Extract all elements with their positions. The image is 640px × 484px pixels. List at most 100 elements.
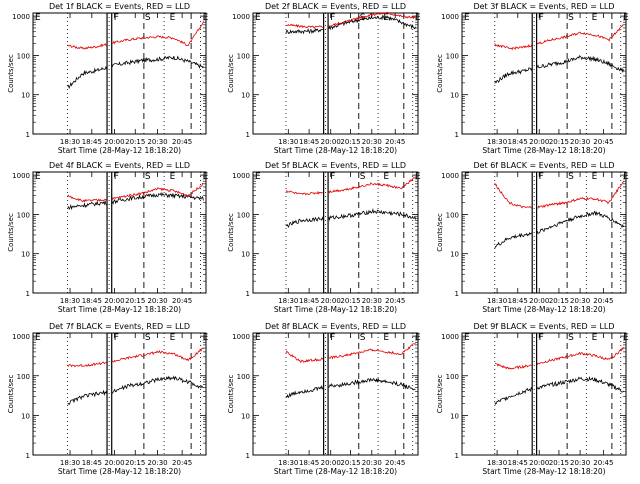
x-tick-label: 20:15 — [340, 138, 360, 146]
y-axis-label: Counts/sec — [436, 213, 444, 252]
y-tick-label: 100 — [17, 211, 30, 219]
panel-title: Det 2f BLACK = Events, RED = LLD — [265, 2, 406, 11]
y-axis-label: Counts/sec — [227, 375, 235, 414]
y-tick-label: 1 — [246, 131, 250, 139]
y-tick-label: 100 — [237, 373, 250, 381]
x-tick-label: 20:45 — [385, 297, 405, 305]
event-marker-label: E — [170, 13, 176, 23]
event-marker-label: E — [464, 13, 470, 23]
panel-title: Det 5f BLACK = Events, RED = LLD — [265, 161, 406, 170]
event-marker-label: F — [114, 13, 119, 23]
panel-title: Det 9f BLACK = Events, RED = LLD — [473, 322, 614, 331]
detector-panel: Det 8f BLACK = Events, RED = LLD 1 10 100 10… — [227, 322, 421, 476]
x-tick-label: 18:30 — [487, 138, 507, 146]
panel-title: Det 4f BLACK = Events, RED = LLD — [49, 161, 190, 170]
detector-panel: Det 3f BLACK = Events, RED = LLD 1 10 100 10… — [436, 2, 629, 155]
x-axis-label: Start Time (28-May-12 18:18:20) — [482, 467, 605, 476]
y-tick-label: 100 — [446, 373, 459, 381]
plot-frame — [32, 171, 207, 294]
x-axis-label: Start Time (28-May-12 18:18:20) — [482, 146, 605, 155]
lld-series-line — [285, 176, 416, 196]
y-tick-label: 100 — [446, 211, 459, 219]
plot-frame — [32, 12, 207, 135]
event-marker-label: E — [255, 13, 261, 23]
x-tick-label: 20:00 — [529, 138, 549, 146]
events-series-line — [67, 375, 204, 406]
y-tick-label: 10 — [21, 251, 30, 259]
event-marker-label: E — [415, 333, 421, 343]
panel-title: Det 8f BLACK = Events, RED = LLD — [265, 322, 406, 331]
event-marker-label: S — [568, 333, 574, 343]
x-axis-label: Start Time (28-May-12 18:18:20) — [58, 467, 181, 476]
y-tick-label: 1 — [26, 290, 30, 298]
y-tick-label: 10 — [21, 412, 30, 420]
x-tick-label: 18:45 — [82, 459, 102, 467]
x-axis-label: Start Time (28-May-12 18:18:20) — [58, 146, 181, 155]
event-marker-label: E — [464, 333, 470, 343]
x-tick-label: 20:15 — [125, 138, 145, 146]
x-tick-label: 20:30 — [570, 138, 590, 146]
y-axis-label: Counts/sec — [227, 213, 235, 252]
x-tick-label: 20:15 — [549, 459, 569, 467]
event-marker-label: F — [539, 333, 544, 343]
y-tick-label: 1000 — [441, 333, 459, 341]
y-tick-label: 10 — [241, 92, 250, 100]
y-tick-label: 1000 — [12, 172, 30, 180]
y-tick-label: 100 — [17, 52, 30, 60]
event-marker-label: E — [203, 333, 209, 343]
x-axis-label: Start Time (28-May-12 18:18:20) — [482, 305, 605, 314]
x-tick-label: 20:30 — [147, 459, 167, 467]
x-tick-label: 18:45 — [82, 138, 102, 146]
panel-title: Det 7f BLACK = Events, RED = LLD — [49, 322, 190, 331]
event-marker-label: F — [114, 172, 119, 182]
event-marker-label: E — [623, 333, 629, 343]
lld-series-line — [285, 343, 416, 363]
x-tick-label: 20:15 — [340, 459, 360, 467]
x-tick-label: 18:30 — [487, 459, 507, 467]
event-marker-label: E — [255, 172, 261, 182]
x-tick-label: 20:45 — [172, 297, 192, 305]
event-marker-label: S — [145, 172, 151, 182]
plot-frame — [252, 171, 419, 294]
event-marker-label: S — [360, 333, 366, 343]
x-tick-label: 20:30 — [147, 138, 167, 146]
events-series-line — [285, 377, 416, 399]
detector-panel: Det 1f BLACK = Events, RED = LLD 1 10 100 10… — [7, 2, 209, 155]
y-tick-label: 10 — [241, 251, 250, 259]
x-tick-label: 20:45 — [593, 138, 613, 146]
event-marker-label: S — [145, 333, 151, 343]
plot-frame — [461, 12, 627, 135]
y-tick-label: 100 — [237, 211, 250, 219]
x-tick-label: 20:00 — [529, 297, 549, 305]
x-tick-label: 20:30 — [147, 297, 167, 305]
event-marker-label: F — [330, 172, 335, 182]
events-series-line — [494, 54, 624, 84]
x-axis-label: Start Time (28-May-12 18:18:20) — [274, 467, 397, 476]
x-tick-label: 20:00 — [104, 138, 124, 146]
x-tick-label: 20:30 — [570, 459, 590, 467]
x-tick-label: 18:30 — [60, 459, 80, 467]
x-tick-label: 20:15 — [340, 297, 360, 305]
x-tick-label: 20:30 — [362, 297, 382, 305]
x-tick-label: 18:45 — [508, 459, 528, 467]
x-axis-label: Start Time (28-May-12 18:18:20) — [274, 146, 397, 155]
event-marker-label: E — [623, 13, 629, 23]
event-marker-label: E — [170, 333, 176, 343]
event-marker-label: S — [568, 172, 574, 182]
x-tick-label: 20:30 — [570, 297, 590, 305]
event-marker-label: E — [464, 172, 470, 182]
x-tick-label: 20:00 — [104, 459, 124, 467]
y-tick-label: 1 — [455, 290, 459, 298]
y-tick-label: 10 — [450, 251, 459, 259]
y-tick-label: 10 — [450, 412, 459, 420]
plot-frame — [32, 332, 207, 456]
events-series-line — [67, 191, 204, 211]
y-tick-label: 1000 — [12, 333, 30, 341]
events-series-line — [285, 208, 416, 229]
event-marker-label: E — [415, 13, 421, 23]
y-tick-label: 100 — [17, 373, 30, 381]
event-marker-label: E — [35, 172, 41, 182]
x-tick-label: 20:15 — [549, 297, 569, 305]
